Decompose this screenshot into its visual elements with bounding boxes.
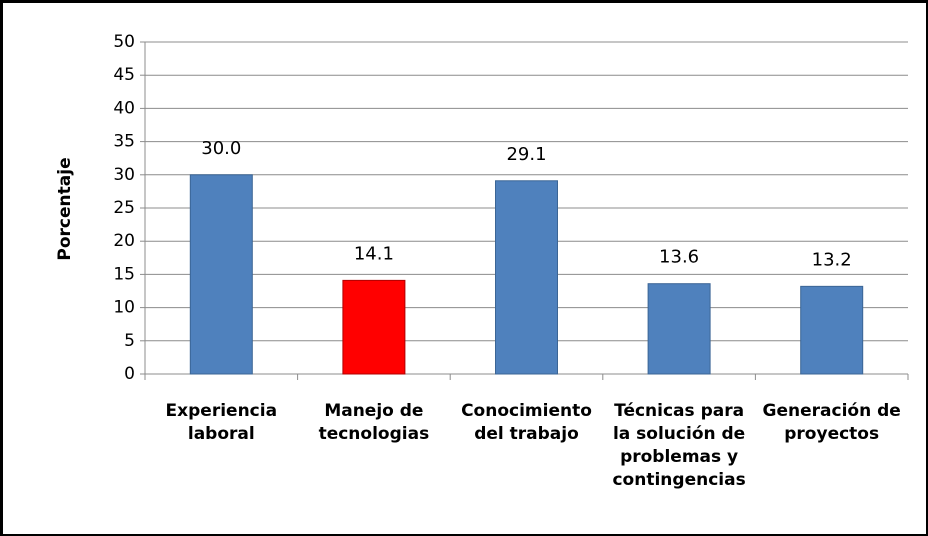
bar <box>189 174 253 375</box>
y-tick-label: 40 <box>113 98 135 118</box>
y-tick-label: 10 <box>113 298 135 318</box>
x-tick-label: Manejo de tecnologias <box>318 401 430 444</box>
y-tick-label: 20 <box>113 231 135 251</box>
y-tick-label: 25 <box>113 198 135 218</box>
data-label: 29.1 <box>506 144 546 165</box>
x-tick-label: Conocimiento del trabajo <box>461 401 592 444</box>
y-tick-label: 15 <box>113 264 135 284</box>
y-tick-label: 35 <box>113 132 135 152</box>
x-tick-label: Generación de proyectos <box>762 401 901 444</box>
y-tick-label: 45 <box>113 65 135 85</box>
bar <box>342 279 406 375</box>
y-axis-label: Porcentaje <box>55 157 75 260</box>
data-label: 13.2 <box>812 249 852 270</box>
y-tick-label: 30 <box>113 165 135 185</box>
chart: Porcentaje 0 5 10 15 20 25 30 35 40 45 50 30.0 14.1 2… <box>55 32 909 384</box>
data-label: 14.1 <box>354 243 394 264</box>
bar <box>800 285 864 375</box>
bar <box>495 180 558 375</box>
x-tick-label: Técnicas para la solución de problemas y… <box>612 401 746 490</box>
data-label: 30.0 <box>201 138 241 159</box>
y-tick-label: 5 <box>124 331 135 351</box>
y-tick-label: 50 <box>113 32 135 52</box>
x-tick-label: Experiencia laboral <box>165 401 278 444</box>
data-label: 13.6 <box>659 247 699 268</box>
y-tick-label: 0 <box>124 364 135 384</box>
bar <box>647 283 711 375</box>
